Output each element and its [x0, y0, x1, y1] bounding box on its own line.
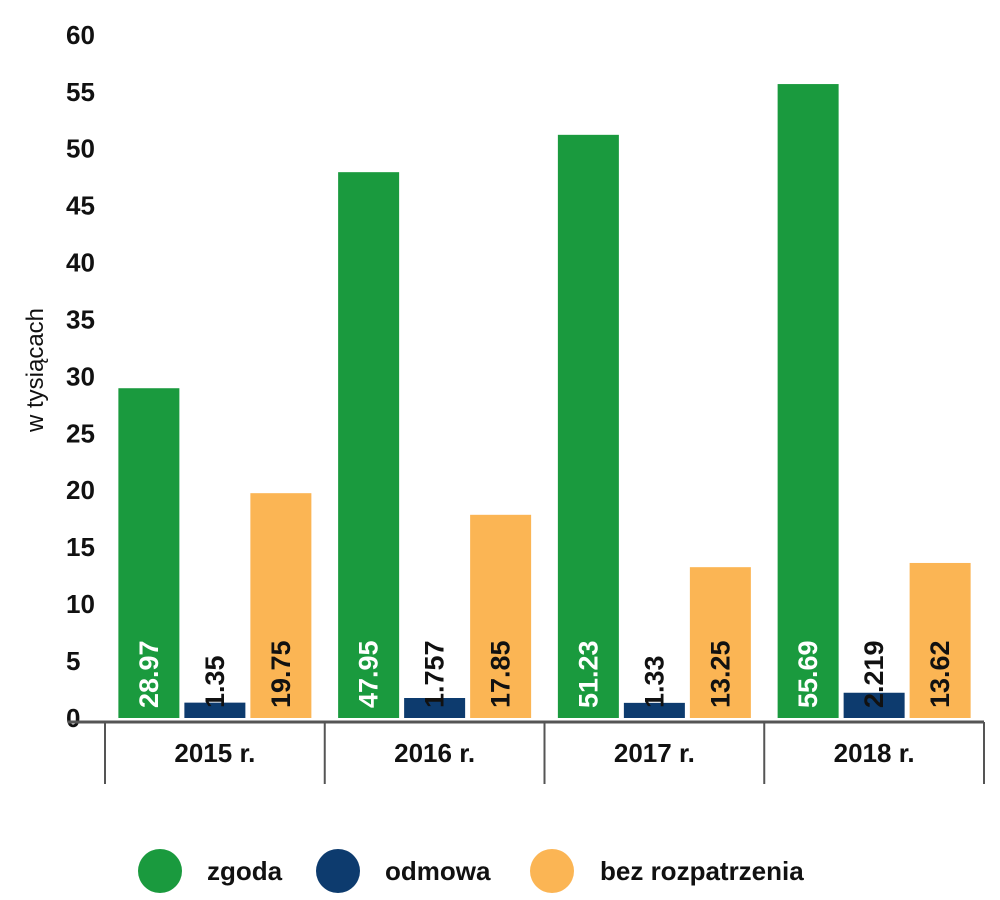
data-label: 47.95 [354, 640, 384, 708]
data-label: 28.97 [134, 640, 164, 708]
y-tick-label: 0 [66, 703, 80, 733]
data-label: 13.25 [705, 640, 735, 708]
data-label: 55.69 [793, 640, 823, 708]
y-tick-label: 10 [66, 589, 95, 619]
x-tick-label: 2016 r. [394, 738, 475, 768]
legend: zgoda odmowa bez rozpatrzenia [138, 849, 804, 893]
legend-swatch-bez-rozpatrzenia [530, 849, 574, 893]
bars: 28.97 1.35 19.75 47.95 1.757 17.85 51.23 1.33 13… [118, 84, 971, 719]
bar-zgoda-3 [777, 84, 839, 719]
y-axis-ticks: 0 5 10 15 20 25 30 35 40 45 50 55 60 [66, 20, 95, 733]
bar-zgoda-1 [338, 172, 400, 718]
y-axis-title: w tysiącach [22, 308, 49, 433]
data-label: 51.23 [573, 640, 603, 708]
x-tick-label: 2018 r. [834, 738, 915, 768]
legend-label-odmowa: odmowa [385, 856, 491, 886]
y-tick-label: 15 [66, 532, 95, 562]
x-axis: 2015 r. 2016 r. 2017 r. 2018 r. [68, 720, 985, 784]
data-label: 19.75 [266, 640, 296, 708]
data-label: 1.757 [420, 640, 450, 708]
y-tick-label: 50 [66, 134, 95, 164]
bar-odmowa-0 [184, 702, 246, 718]
legend-label-bez-rozpatrzenia: bez rozpatrzenia [600, 856, 804, 886]
y-tick-label: 5 [66, 646, 80, 676]
y-tick-label: 40 [66, 248, 95, 278]
data-label: 17.85 [486, 640, 516, 708]
bar-zgoda-2 [557, 134, 619, 718]
bar-bez-rozpatrzenia-0 [250, 493, 312, 718]
bar-odmowa-2 [623, 702, 685, 718]
legend-swatch-zgoda [138, 849, 182, 893]
bar-odmowa-3 [843, 692, 905, 718]
data-label: 2.219 [859, 640, 889, 708]
legend-swatch-odmowa [316, 849, 360, 893]
bar-zgoda-0 [118, 388, 180, 718]
y-tick-label: 45 [66, 191, 95, 221]
data-label: 1.33 [639, 655, 669, 708]
legend-label-zgoda: zgoda [207, 856, 283, 886]
y-tick-label: 25 [66, 418, 95, 448]
bar-bez-rozpatrzenia-1 [470, 514, 532, 718]
y-tick-label: 60 [66, 20, 95, 50]
data-label: 1.35 [200, 655, 230, 708]
x-tick-label: 2015 r. [174, 738, 255, 768]
bar-bez-rozpatrzenia-3 [909, 562, 971, 718]
bar-bez-rozpatrzenia-2 [689, 567, 751, 718]
y-axis-title-group: w tysiącach [22, 308, 49, 433]
y-tick-label: 30 [66, 361, 95, 391]
y-tick-label: 55 [66, 77, 95, 107]
x-tick-label: 2017 r. [614, 738, 695, 768]
bar-odmowa-1 [404, 697, 466, 718]
data-label: 13.62 [925, 640, 955, 708]
y-tick-label: 20 [66, 475, 95, 505]
y-tick-label: 35 [66, 304, 95, 334]
